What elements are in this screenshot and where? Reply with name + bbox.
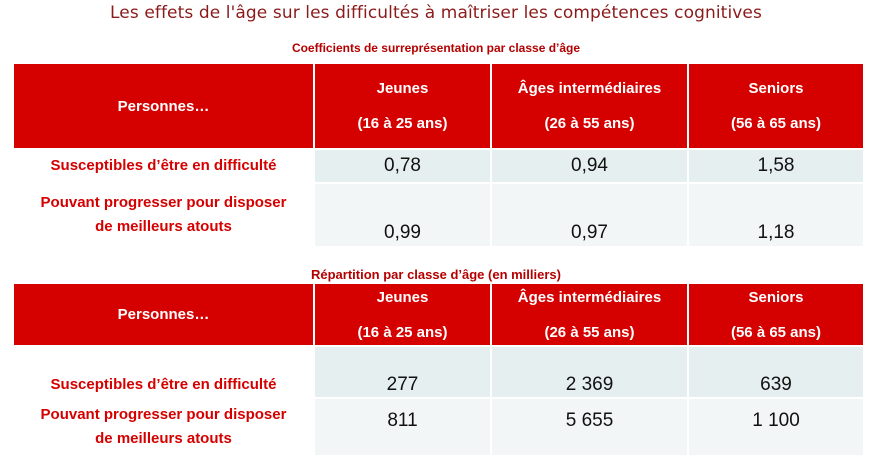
column-header-range: (56 à 65 ans)	[730, 323, 822, 341]
table-cell: 277	[313, 345, 492, 399]
row-label-line: Pouvant progresser pour disposer	[40, 406, 287, 423]
column-header-jeunes: Jeunes (16 à 25 ans)	[313, 282, 492, 347]
column-header-range: (16 à 25 ans)	[357, 323, 448, 341]
table-cell: 5 655	[490, 397, 689, 457]
table-cell: 1 100	[687, 397, 865, 457]
table-cell: 639	[687, 345, 865, 399]
table-cell: 811	[313, 397, 492, 457]
table-cell: 0,94	[490, 148, 689, 184]
table-1-subtitle: Coefficients de surreprésentation par cl…	[291, 41, 581, 55]
table-cell: 1,18	[687, 182, 865, 248]
column-header-name: Seniors	[748, 288, 804, 306]
table-row: Susceptibles d’être en difficulté 0,78 0…	[12, 148, 865, 184]
row-label-header: Personnes…	[12, 282, 315, 347]
overrepresentation-table: Personnes… Jeunes (16 à 25 ans) Âges int…	[12, 62, 865, 248]
column-header-seniors: Seniors (56 à 65 ans)	[687, 282, 865, 347]
row-label: Pouvant progresser pour disposer de meil…	[12, 397, 315, 457]
table-header-row: Personnes… Jeunes (16 à 25 ans) Âges int…	[12, 282, 865, 347]
table-row: Susceptibles d’être en difficulté 277 2 …	[12, 345, 865, 399]
row-label-line: de meilleurs atouts	[95, 430, 232, 447]
table-2-subtitle: Répartition par classe d’âge (en millier…	[311, 267, 561, 282]
table-cell: 2 369	[490, 345, 689, 399]
column-header-name: Âges intermédiaires	[517, 288, 662, 306]
row-label: Susceptibles d’être en difficulté	[12, 148, 315, 184]
row-label: Susceptibles d’être en difficulté	[12, 345, 315, 399]
table-row: Pouvant progresser pour disposer de meil…	[12, 397, 865, 457]
table-cell: 1,58	[687, 148, 865, 184]
table-cell: 0,99	[313, 182, 492, 248]
page-title: Les effets de l'âge sur les difficultés …	[110, 3, 762, 23]
row-label-header: Personnes…	[12, 62, 315, 150]
column-header-name: Âges intermédiaires	[517, 80, 662, 97]
column-header-intermediaires: Âges intermédiaires (26 à 55 ans)	[490, 62, 689, 150]
row-label-line: Pouvant progresser pour disposer	[40, 194, 287, 211]
distribution-table: Personnes… Jeunes (16 à 25 ans) Âges int…	[12, 282, 865, 457]
table-cell: 0,97	[490, 182, 689, 248]
column-header-seniors: Seniors (56 à 65 ans)	[687, 62, 865, 150]
column-header-jeunes: Jeunes (16 à 25 ans)	[313, 62, 492, 150]
table-header-row: Personnes… Jeunes (16 à 25 ans) Âges int…	[12, 62, 865, 150]
column-header-intermediaires: Âges intermédiaires (26 à 55 ans)	[490, 282, 689, 347]
row-label: Pouvant progresser pour disposer de meil…	[12, 182, 315, 248]
table-cell: 0,78	[313, 148, 492, 184]
column-header-range: (26 à 55 ans)	[544, 115, 635, 132]
column-header-name: Jeunes	[376, 288, 429, 306]
table-row: Pouvant progresser pour disposer de meil…	[12, 182, 865, 248]
column-header-range: (26 à 55 ans)	[544, 323, 635, 341]
column-header-range: (16 à 25 ans)	[357, 115, 448, 132]
column-header-range: (56 à 65 ans)	[730, 115, 822, 132]
column-header-name: Seniors	[748, 80, 804, 97]
column-header-name: Jeunes	[376, 80, 429, 97]
row-label-line: de meilleurs atouts	[95, 218, 232, 235]
